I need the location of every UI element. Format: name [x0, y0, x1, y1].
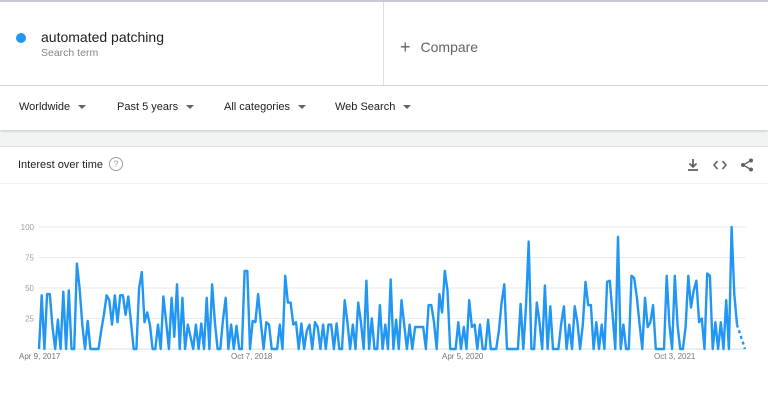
download-icon[interactable] [685, 157, 701, 173]
y-tick-label: 25 [25, 315, 34, 324]
category-filter-label: All categories [224, 101, 291, 113]
category-filter[interactable]: All categories [224, 101, 307, 113]
x-tick-label: Apr 9, 2017 [19, 352, 61, 361]
share-icon[interactable] [739, 157, 755, 173]
card-title: Interest over time [18, 159, 103, 171]
chevron-down-icon [186, 105, 195, 110]
x-tick-label: Oct 7, 2018 [231, 352, 273, 361]
compare-button[interactable]: + Compare [400, 36, 478, 57]
top-border [0, 0, 768, 2]
interest-chart: 25 50 75 100 Apr 9, 2017 Oct 7, 2018 Apr 5, 20… [19, 223, 747, 361]
property-filter-label: Web Search [335, 101, 396, 113]
x-tick-label: Oct 3, 2021 [654, 352, 696, 361]
time-range-filter[interactable]: Past 5 years [117, 101, 195, 113]
location-filter-label: Worldwide [19, 101, 71, 113]
location-filter[interactable]: Worldwide [19, 101, 87, 113]
chevron-down-icon [298, 105, 307, 110]
help-icon[interactable]: ? [109, 157, 123, 171]
chevron-down-icon [78, 105, 87, 110]
partial-data-segment [735, 324, 747, 350]
card-header: Interest over time ? [0, 147, 768, 184]
term-color-dot [16, 33, 26, 43]
search-term-card[interactable]: automated patching Search term [0, 2, 384, 86]
embed-icon[interactable] [712, 157, 728, 173]
series-line [37, 225, 739, 351]
term-name[interactable]: automated patching [41, 29, 164, 45]
time-range-filter-label: Past 5 years [117, 101, 179, 113]
term-subtitle: Search term [41, 47, 99, 59]
compare-label: Compare [420, 39, 479, 55]
plus-icon: + [400, 37, 411, 57]
interest-over-time-card: Interest over time ? 25 50 75 100 Apr 9, 201… [0, 146, 768, 408]
property-filter[interactable]: Web Search [335, 101, 412, 113]
x-tick-label: Apr 5, 2020 [442, 352, 484, 361]
y-tick-label: 100 [21, 223, 35, 232]
filter-bar: Worldwide Past 5 years All categories We… [0, 86, 768, 130]
chevron-down-icon [403, 105, 412, 110]
y-tick-label: 50 [25, 284, 34, 293]
y-tick-label: 75 [25, 254, 34, 263]
search-term-bar: automated patching Search term + Compare [0, 2, 768, 86]
